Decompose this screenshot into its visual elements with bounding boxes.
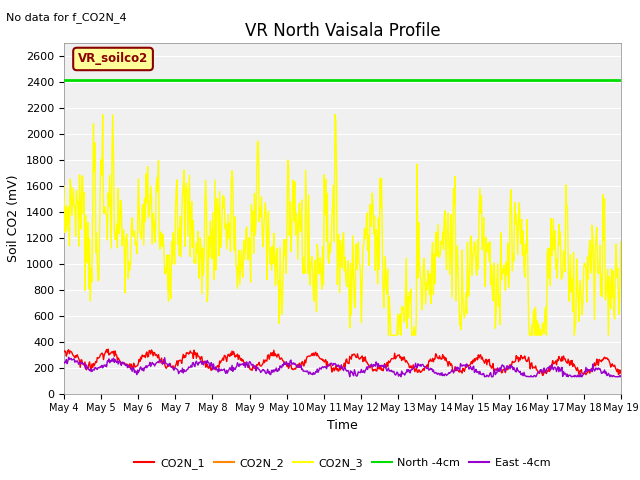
Legend: CO2N_1, CO2N_2, CO2N_3, North -4cm, East -4cm: CO2N_1, CO2N_2, CO2N_3, North -4cm, East…: [130, 454, 555, 473]
Text: VR_soilco2: VR_soilco2: [78, 52, 148, 65]
Y-axis label: Soil CO2 (mV): Soil CO2 (mV): [8, 175, 20, 262]
X-axis label: Time: Time: [327, 419, 358, 432]
Title: VR North Vaisala Profile: VR North Vaisala Profile: [244, 22, 440, 40]
Text: No data for f_CO2N_4: No data for f_CO2N_4: [6, 12, 127, 23]
